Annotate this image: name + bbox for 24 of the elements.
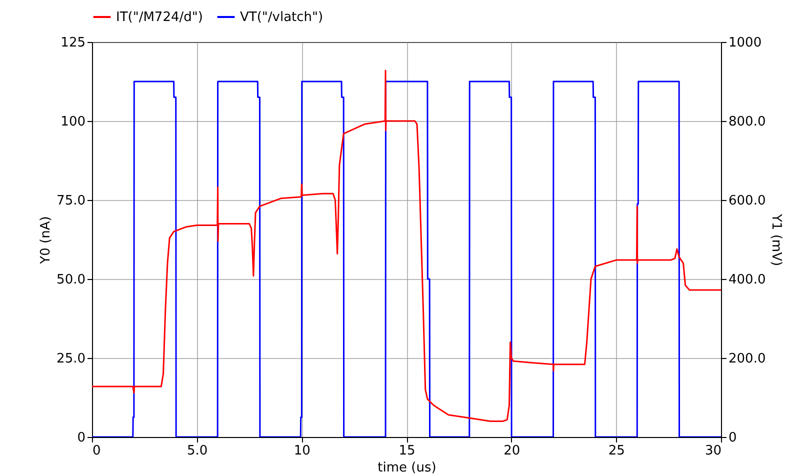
y2-tick-label: 800.0 — [728, 114, 766, 130]
y2-tick-label: 1000 — [728, 36, 762, 50]
y-tick-label: 25.0 — [56, 352, 86, 366]
x-tick-label: 0 — [92, 444, 101, 458]
y2-tick-label: 0 — [728, 430, 737, 446]
y2-tick-label: 400.0 — [728, 272, 766, 288]
y2-tick-label: 200.0 — [728, 352, 766, 366]
y-tick-label: 75.0 — [56, 194, 86, 208]
y2-tick-label: 600.0 — [728, 194, 766, 208]
legend-label: VT("/vlatch") — [240, 10, 324, 25]
legend-label: IT("/M724/d") — [116, 10, 203, 25]
x-tick-label: 20 — [504, 444, 520, 458]
x-tick-label: 10 — [294, 444, 310, 458]
y-tick-label: 125 — [60, 36, 86, 50]
y-axis-title: Y0 (nA) — [38, 216, 54, 265]
x-tick-label: 15 — [398, 444, 416, 458]
y-tick-label: 100 — [60, 114, 86, 130]
x-tick-label: 25 — [608, 444, 625, 458]
y-tick-label: 50.0 — [56, 272, 86, 288]
x-tick-label: 30 — [704, 444, 722, 458]
x-axis-title: time (us) — [378, 460, 436, 474]
y2-axis-title: Y1 (mV) — [768, 212, 784, 266]
y-tick-label: 0 — [77, 430, 86, 446]
x-tick-label: 5.0 — [186, 444, 208, 458]
